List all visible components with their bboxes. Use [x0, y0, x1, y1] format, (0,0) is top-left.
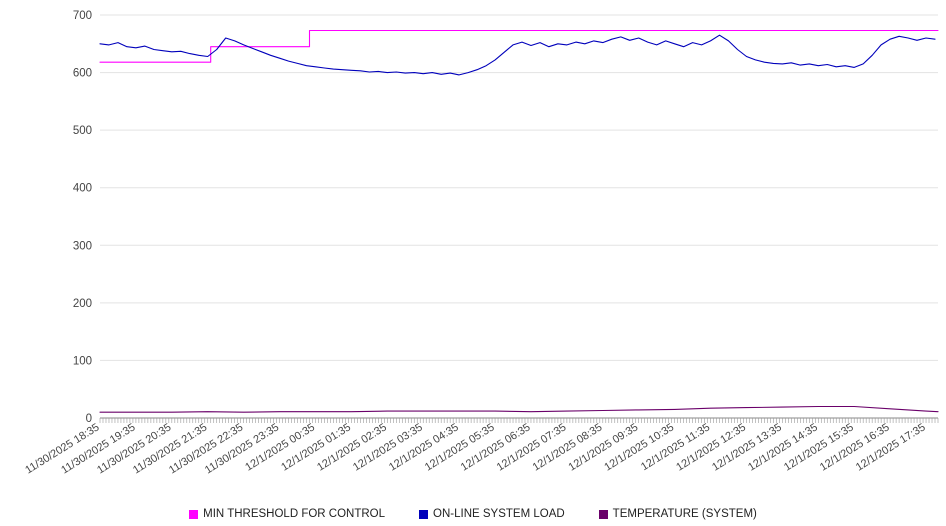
y-gridlines — [100, 14, 938, 419]
svg-text:100: 100 — [73, 355, 92, 367]
svg-text:200: 200 — [73, 298, 92, 310]
svg-text:600: 600 — [73, 68, 92, 80]
series-line-min-threshold-for-control — [99, 29, 939, 63]
svg-text:400: 400 — [73, 183, 92, 195]
legend-label: ON-LINE SYSTEM LOAD — [433, 508, 565, 520]
series-line-temperature-system- — [99, 405, 939, 413]
series-line-on-line-system-load — [99, 34, 936, 76]
min-threshold-swatch-icon — [189, 509, 199, 519]
temperature-swatch-icon — [598, 509, 608, 519]
chart-legend: MIN THRESHOLD FOR CONTROL ON-LINE SYSTEM… — [0, 508, 946, 520]
legend-item-temperature[interactable]: TEMPERATURE (SYSTEM) — [598, 508, 757, 520]
legend-label: TEMPERATURE (SYSTEM) — [612, 508, 757, 520]
legend-label: MIN THRESHOLD FOR CONTROL — [203, 508, 386, 520]
svg-text:700: 700 — [73, 10, 92, 22]
svg-text:0: 0 — [86, 413, 92, 425]
legend-item-min-threshold[interactable]: MIN THRESHOLD FOR CONTROL — [189, 508, 385, 520]
x-minor-ticks — [99, 418, 939, 423]
y-axis-labels: 0 100 200 300 400 500 600 700 — [73, 10, 92, 425]
svg-text:300: 300 — [73, 240, 92, 252]
legend-item-online-system-load[interactable]: ON-LINE SYSTEM LOAD — [419, 508, 565, 520]
chart-canvas: 0 100 200 300 400 500 600 700 11/30/2025 18:3511… — [23, 10, 939, 476]
svg-text:500: 500 — [73, 125, 92, 137]
online-load-swatch-icon — [419, 509, 429, 519]
